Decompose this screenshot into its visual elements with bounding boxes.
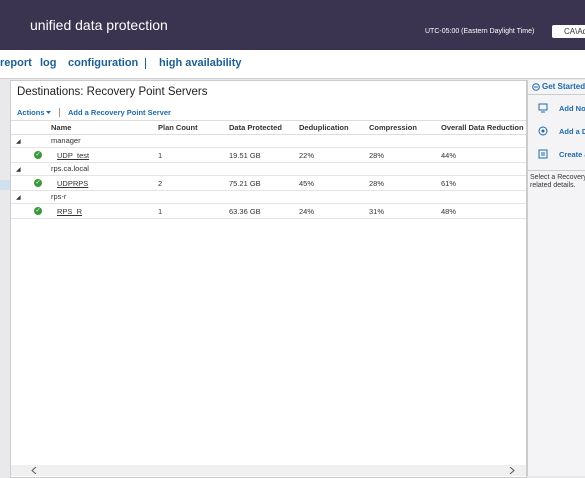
collapse-icon[interactable] (532, 83, 540, 91)
nav-item[interactable]: log (40, 57, 57, 69)
side-action[interactable]: Create a (559, 150, 585, 159)
dropdown-arrow (46, 111, 51, 114)
status-ok-icon: ✓ (34, 151, 42, 159)
cell-value: 45% (299, 179, 315, 188)
app-title: unified data protection (30, 17, 168, 33)
nav-item[interactable]: report (0, 57, 32, 69)
actions-menu[interactable]: Actions (17, 108, 45, 117)
cell-value: 28% (369, 151, 385, 160)
cell-value: 1 (158, 151, 163, 160)
action-icon (538, 149, 548, 159)
nav-item[interactable]: high availability (159, 57, 242, 69)
group-name: rps-r (51, 192, 67, 201)
column-header: Name (51, 123, 72, 132)
column-header: Overall Data Reduction (441, 123, 524, 132)
cell-value: 61% (441, 179, 457, 188)
action-icon (538, 103, 548, 113)
divider (528, 94, 585, 95)
cell-value: 63.36 GB (229, 207, 261, 216)
side-panel: Get Started Add Nod Add a D Create a Select… (527, 80, 585, 476)
side-title: Get Started (542, 82, 585, 91)
column-header: Deduplication (299, 123, 349, 132)
table-row[interactable]: ✓ UDPRPS 2 75.21 GB 45% 28% 61% (11, 175, 526, 191)
table-row[interactable]: ✓ RPS_R 1 63.36 GB 24% 31% 48% (11, 203, 526, 219)
cell-value: 75.21 GB (229, 179, 261, 188)
column-header: Compression (369, 123, 417, 132)
timezone: UTC-05:00 (Eastern Daylight Time) (425, 28, 535, 35)
scrollbar[interactable] (11, 465, 526, 476)
user-name: CA\Ad (564, 27, 585, 36)
table-row[interactable]: ✓ UDP_test 1 19.51 GB 22% 28% 44% (11, 147, 526, 163)
nav-bar: report log configuration high availabili… (0, 50, 585, 79)
expand-toggle: ◢ (16, 167, 21, 173)
divider (11, 120, 526, 121)
cell-value: 31% (369, 207, 385, 216)
cell-value: 1 (158, 207, 163, 216)
action-icon (538, 126, 548, 136)
sidebar-highlight (0, 180, 10, 190)
add-rps-link[interactable]: Add a Recovery Point Server (68, 108, 171, 117)
side-note: Select a Recovery (530, 174, 585, 181)
server-name[interactable]: UDP_test (57, 151, 90, 160)
cell-value: 22% (299, 151, 315, 160)
side-action[interactable]: Add Nod (559, 104, 585, 113)
expand-toggle: ◢ (16, 195, 21, 201)
panel-title: Destinations: Recovery Point Servers (17, 86, 208, 98)
divider (528, 170, 585, 171)
cell-value: 19.51 GB (229, 151, 261, 160)
server-name[interactable]: UDPRPS (57, 179, 89, 188)
cell-value: 44% (441, 151, 457, 160)
server-name[interactable]: RPS_R (57, 207, 83, 216)
expand-toggle: ◢ (16, 139, 21, 145)
cell-value: 24% (299, 207, 315, 216)
cell-value: 2 (158, 179, 163, 188)
main-panel: Destinations: Recovery Point Servers Act… (10, 80, 527, 478)
cell-value: 48% (441, 207, 457, 216)
column-header: Plan Count (158, 123, 198, 132)
separator (145, 58, 146, 69)
scroll-left[interactable] (31, 467, 37, 474)
header: unified data protection UTC-05:00 (Easte… (0, 0, 585, 50)
separator (59, 108, 60, 117)
side-action[interactable]: Add a D (559, 127, 585, 136)
nav-item[interactable]: configuration (68, 57, 139, 69)
side-note: related details. (530, 182, 576, 189)
divider (11, 134, 526, 135)
user-button[interactable]: CA\Ad (552, 25, 585, 38)
status-ok-icon: ✓ (34, 207, 42, 215)
scroll-right[interactable] (509, 467, 515, 474)
status-ok-icon: ✓ (34, 179, 42, 187)
group-name: manager (51, 136, 81, 145)
group-name: rps.ca.local (51, 164, 89, 173)
column-header: Data Protected (229, 123, 282, 132)
cell-value: 28% (369, 179, 385, 188)
